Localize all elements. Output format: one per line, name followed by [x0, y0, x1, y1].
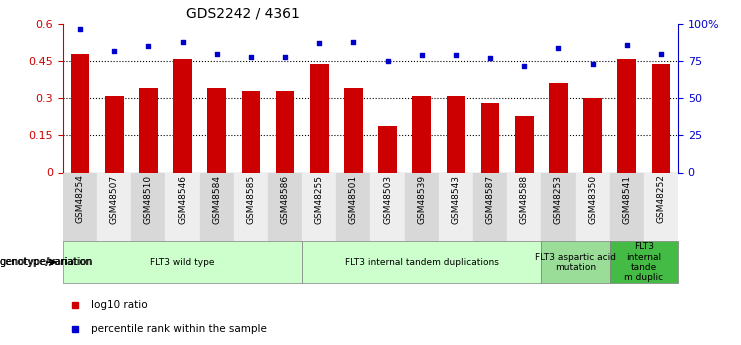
Bar	[576, 172, 610, 242]
Bar	[370, 172, 405, 242]
Bar	[481, 103, 499, 172]
Text: GSM48586: GSM48586	[281, 175, 290, 224]
Text: GSM48255: GSM48255	[315, 175, 324, 224]
Text: GSM48541: GSM48541	[622, 175, 631, 224]
Point	[382, 58, 393, 64]
Bar	[583, 98, 602, 172]
Point	[484, 56, 496, 61]
Text: FLT3 aspartic acid
mutation: FLT3 aspartic acid mutation	[535, 253, 616, 272]
Bar	[439, 172, 473, 242]
Bar	[610, 241, 678, 283]
Bar	[412, 96, 431, 172]
Bar	[542, 172, 576, 242]
Text: GSM48585: GSM48585	[247, 175, 256, 224]
Bar	[610, 172, 644, 242]
Bar	[131, 172, 165, 242]
Bar	[651, 64, 671, 172]
Text: genotype/variation: genotype/variation	[0, 257, 93, 267]
Text: FLT3 internal tandem duplications: FLT3 internal tandem duplications	[345, 258, 499, 267]
Bar	[405, 172, 439, 242]
Text: GSM48587: GSM48587	[485, 175, 494, 224]
Bar	[644, 172, 678, 242]
Point	[245, 54, 257, 60]
Point	[142, 43, 154, 49]
Text: genotype/variation: genotype/variation	[0, 257, 96, 267]
Text: GSM48510: GSM48510	[144, 175, 153, 224]
Bar	[139, 88, 158, 172]
Bar	[207, 88, 226, 172]
Bar	[104, 96, 124, 172]
Text: log10 ratio: log10 ratio	[90, 300, 147, 309]
Bar	[234, 172, 268, 242]
Point	[176, 39, 188, 45]
Bar	[165, 172, 199, 242]
Text: GSM48584: GSM48584	[212, 175, 222, 224]
Point	[313, 41, 325, 46]
Point	[518, 63, 530, 68]
Text: FLT3 wild type: FLT3 wild type	[150, 258, 215, 267]
Bar	[242, 91, 260, 172]
Bar	[97, 172, 131, 242]
Bar	[542, 241, 610, 283]
Bar	[473, 172, 507, 242]
Bar	[199, 172, 234, 242]
Bar	[63, 172, 97, 242]
Point	[587, 61, 599, 67]
Text: GSM48546: GSM48546	[178, 175, 187, 224]
Text: GSM48503: GSM48503	[383, 175, 392, 224]
Bar	[507, 172, 542, 242]
Point	[416, 52, 428, 58]
Point	[210, 51, 222, 57]
Bar	[302, 172, 336, 242]
Bar	[447, 96, 465, 172]
Text: GSM48539: GSM48539	[417, 175, 426, 224]
Bar	[310, 64, 329, 172]
Bar	[515, 116, 534, 172]
Text: GSM48254: GSM48254	[76, 175, 84, 224]
Bar	[336, 172, 370, 242]
Point	[655, 51, 667, 57]
Bar	[344, 88, 363, 172]
Bar	[70, 54, 90, 172]
Point	[450, 52, 462, 58]
Bar	[378, 126, 397, 172]
Text: GSM48543: GSM48543	[451, 175, 460, 224]
Text: percentile rank within the sample: percentile rank within the sample	[90, 325, 267, 334]
Bar	[63, 241, 302, 283]
Bar	[276, 91, 294, 172]
Point	[621, 42, 633, 48]
Point	[279, 54, 291, 60]
Point	[553, 45, 565, 51]
Text: GSM48507: GSM48507	[110, 175, 119, 224]
Text: GSM48253: GSM48253	[554, 175, 563, 224]
Point	[108, 48, 120, 53]
Bar	[268, 172, 302, 242]
Text: GSM48350: GSM48350	[588, 175, 597, 224]
Bar	[173, 59, 192, 172]
Text: GDS2242 / 4361: GDS2242 / 4361	[186, 7, 300, 21]
Text: GSM48588: GSM48588	[519, 175, 529, 224]
Point	[74, 26, 86, 31]
Bar	[549, 83, 568, 172]
Point	[348, 39, 359, 45]
Bar	[302, 241, 542, 283]
Text: FLT3
internal
tande
m duplic: FLT3 internal tande m duplic	[624, 242, 663, 282]
Text: GSM48252: GSM48252	[657, 175, 665, 224]
Bar	[617, 59, 637, 172]
Text: GSM48501: GSM48501	[349, 175, 358, 224]
